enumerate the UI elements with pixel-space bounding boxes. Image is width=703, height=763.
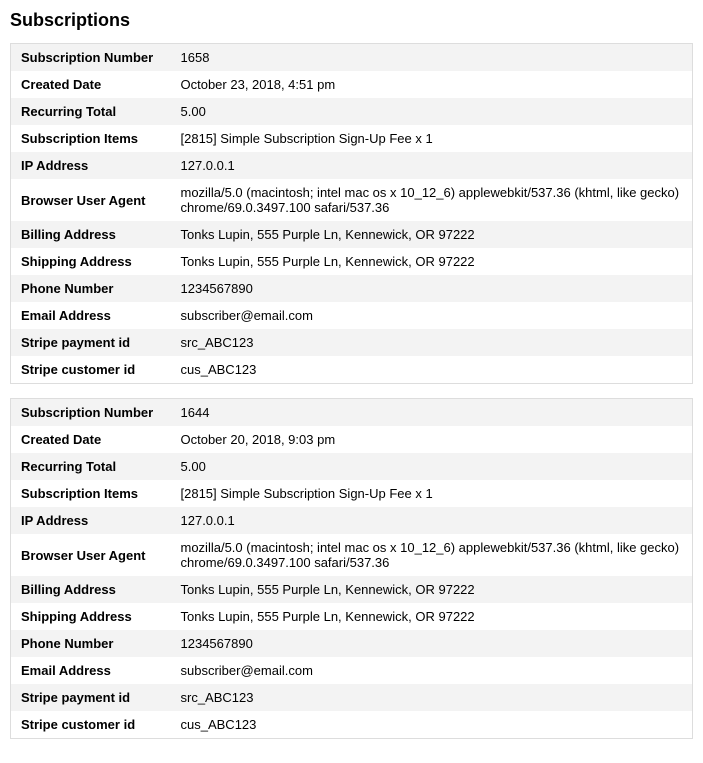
value-billing-address: Tonks Lupin, 555 Purple Ln, Kennewick, O… xyxy=(171,576,693,603)
label-shipping-address: Shipping Address xyxy=(11,603,171,630)
table-row: Email Address subscriber@email.com xyxy=(11,302,693,329)
label-billing-address: Billing Address xyxy=(11,576,171,603)
value-phone-number: 1234567890 xyxy=(171,275,693,302)
value-browser-user-agent: mozilla/5.0 (macintosh; intel mac os x 1… xyxy=(171,534,693,576)
value-created-date: October 23, 2018, 4:51 pm xyxy=(171,71,693,98)
label-email-address: Email Address xyxy=(11,657,171,684)
table-row: Recurring Total 5.00 xyxy=(11,453,693,480)
label-subscription-number: Subscription Number xyxy=(11,399,171,427)
label-billing-address: Billing Address xyxy=(11,221,171,248)
page-title: Subscriptions xyxy=(10,10,693,31)
value-subscription-items: [2815] Simple Subscription Sign-Up Fee x… xyxy=(171,125,693,152)
table-row: Billing Address Tonks Lupin, 555 Purple … xyxy=(11,221,693,248)
table-row: Recurring Total 5.00 xyxy=(11,98,693,125)
value-email-address: subscriber@email.com xyxy=(171,302,693,329)
value-stripe-customer-id: cus_ABC123 xyxy=(171,711,693,739)
label-stripe-payment-id: Stripe payment id xyxy=(11,329,171,356)
value-created-date: October 20, 2018, 9:03 pm xyxy=(171,426,693,453)
label-subscription-number: Subscription Number xyxy=(11,44,171,72)
label-recurring-total: Recurring Total xyxy=(11,453,171,480)
table-row: Subscription Number 1658 xyxy=(11,44,693,72)
table-row: Phone Number 1234567890 xyxy=(11,275,693,302)
table-row: Subscription Items [2815] Simple Subscri… xyxy=(11,480,693,507)
label-created-date: Created Date xyxy=(11,426,171,453)
table-row: Billing Address Tonks Lupin, 555 Purple … xyxy=(11,576,693,603)
table-row: IP Address 127.0.0.1 xyxy=(11,152,693,179)
label-browser-user-agent: Browser User Agent xyxy=(11,534,171,576)
label-stripe-customer-id: Stripe customer id xyxy=(11,711,171,739)
table-row: Browser User Agent mozilla/5.0 (macintos… xyxy=(11,179,693,221)
value-ip-address: 127.0.0.1 xyxy=(171,152,693,179)
value-shipping-address: Tonks Lupin, 555 Purple Ln, Kennewick, O… xyxy=(171,248,693,275)
value-stripe-payment-id: src_ABC123 xyxy=(171,329,693,356)
table-row: Phone Number 1234567890 xyxy=(11,630,693,657)
label-created-date: Created Date xyxy=(11,71,171,98)
table-row: Browser User Agent mozilla/5.0 (macintos… xyxy=(11,534,693,576)
table-row: IP Address 127.0.0.1 xyxy=(11,507,693,534)
table-row: Stripe payment id src_ABC123 xyxy=(11,684,693,711)
value-subscription-number: 1644 xyxy=(171,399,693,427)
table-row: Stripe customer id cus_ABC123 xyxy=(11,356,693,384)
label-subscription-items: Subscription Items xyxy=(11,480,171,507)
value-shipping-address: Tonks Lupin, 555 Purple Ln, Kennewick, O… xyxy=(171,603,693,630)
value-stripe-payment-id: src_ABC123 xyxy=(171,684,693,711)
table-row: Created Date October 20, 2018, 9:03 pm xyxy=(11,426,693,453)
value-recurring-total: 5.00 xyxy=(171,98,693,125)
value-subscription-items: [2815] Simple Subscription Sign-Up Fee x… xyxy=(171,480,693,507)
label-shipping-address: Shipping Address xyxy=(11,248,171,275)
label-phone-number: Phone Number xyxy=(11,630,171,657)
label-ip-address: IP Address xyxy=(11,152,171,179)
subscription-table: Subscription Number 1644 Created Date Oc… xyxy=(10,398,693,739)
label-recurring-total: Recurring Total xyxy=(11,98,171,125)
value-subscription-number: 1658 xyxy=(171,44,693,72)
table-row: Created Date October 23, 2018, 4:51 pm xyxy=(11,71,693,98)
value-browser-user-agent: mozilla/5.0 (macintosh; intel mac os x 1… xyxy=(171,179,693,221)
table-row: Subscription Items [2815] Simple Subscri… xyxy=(11,125,693,152)
table-row: Shipping Address Tonks Lupin, 555 Purple… xyxy=(11,248,693,275)
table-row: Subscription Number 1644 xyxy=(11,399,693,427)
label-email-address: Email Address xyxy=(11,302,171,329)
value-phone-number: 1234567890 xyxy=(171,630,693,657)
value-billing-address: Tonks Lupin, 555 Purple Ln, Kennewick, O… xyxy=(171,221,693,248)
subscription-table: Subscription Number 1658 Created Date Oc… xyxy=(10,43,693,384)
table-row: Shipping Address Tonks Lupin, 555 Purple… xyxy=(11,603,693,630)
label-browser-user-agent: Browser User Agent xyxy=(11,179,171,221)
label-phone-number: Phone Number xyxy=(11,275,171,302)
value-recurring-total: 5.00 xyxy=(171,453,693,480)
table-row: Email Address subscriber@email.com xyxy=(11,657,693,684)
value-stripe-customer-id: cus_ABC123 xyxy=(171,356,693,384)
label-subscription-items: Subscription Items xyxy=(11,125,171,152)
table-row: Stripe customer id cus_ABC123 xyxy=(11,711,693,739)
label-stripe-payment-id: Stripe payment id xyxy=(11,684,171,711)
value-email-address: subscriber@email.com xyxy=(171,657,693,684)
value-ip-address: 127.0.0.1 xyxy=(171,507,693,534)
table-row: Stripe payment id src_ABC123 xyxy=(11,329,693,356)
label-ip-address: IP Address xyxy=(11,507,171,534)
label-stripe-customer-id: Stripe customer id xyxy=(11,356,171,384)
